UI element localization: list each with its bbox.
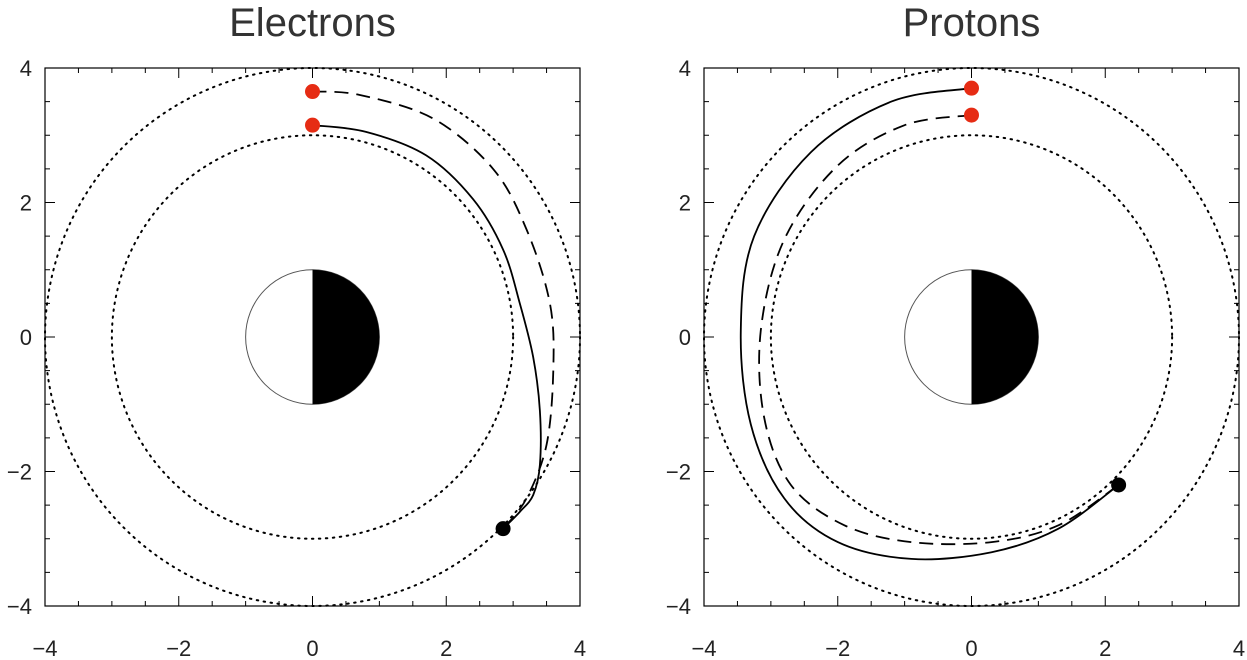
x-tick-label: 4 <box>1233 636 1245 660</box>
protons-panel: Protons −4 −2 0 2 4 −4 −2 0 2 4 <box>666 1 1245 660</box>
x-tick-label: 0 <box>306 636 318 660</box>
y-tick-label: −4 <box>7 594 32 619</box>
central-body-shadow <box>971 269 1039 405</box>
start-point <box>964 80 979 96</box>
y-tick-label: −4 <box>666 594 691 619</box>
electrons-panel-title: Electrons <box>229 1 396 45</box>
reference-circle <box>44 67 581 607</box>
x-tick-label: −2 <box>166 636 191 660</box>
protons-panel-title: Protons <box>903 1 1041 45</box>
end-point <box>1111 477 1127 493</box>
x-tick-label: −2 <box>825 636 850 660</box>
y-tick-label: 2 <box>679 191 691 216</box>
y-tick-label: −2 <box>666 460 691 485</box>
solid-trajectory <box>312 124 542 530</box>
y-tick-label: −2 <box>7 460 32 485</box>
y-tick-label: 4 <box>679 56 691 81</box>
reference-circle <box>769 134 1174 540</box>
y-tick-label: 4 <box>20 56 32 81</box>
y-tick-label: 0 <box>679 325 691 350</box>
start-point <box>305 117 320 133</box>
x-tick-label: 4 <box>574 636 586 660</box>
x-tick-label: 2 <box>440 636 452 660</box>
start-point <box>964 107 979 123</box>
dashed-trajectory <box>758 114 1120 546</box>
central-body-shadow <box>312 269 380 405</box>
x-tick-label: −4 <box>691 636 716 660</box>
solid-trajectory <box>739 87 1120 561</box>
y-tick-label: 0 <box>20 325 32 350</box>
end-point <box>495 521 511 537</box>
reference-circle <box>110 134 515 540</box>
reference-circle <box>703 67 1240 607</box>
x-tick-label: 0 <box>965 636 977 660</box>
start-point <box>305 84 320 100</box>
y-tick-label: 2 <box>20 191 32 216</box>
x-tick-label: −4 <box>32 636 57 660</box>
electrons-panel: Electrons −4 −2 0 2 4 −4 −2 0 2 4 <box>7 1 586 660</box>
x-tick-label: 2 <box>1099 636 1111 660</box>
